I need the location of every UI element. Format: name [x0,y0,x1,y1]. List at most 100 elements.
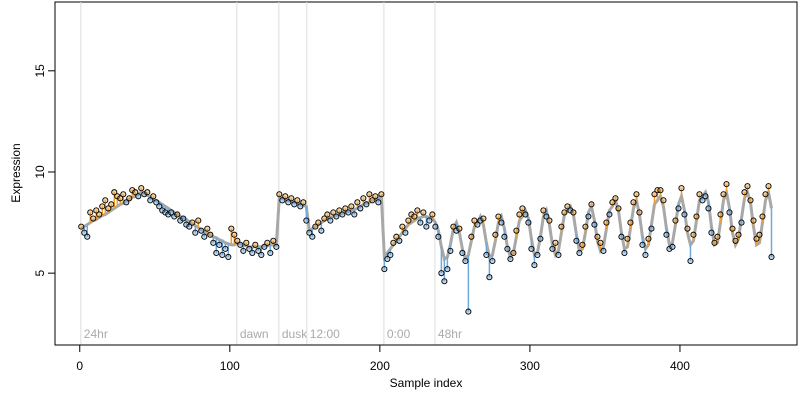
event-label: dusk [282,327,308,341]
point [462,257,469,265]
point [114,193,121,200]
point [204,225,211,232]
point [111,189,118,196]
point [183,221,190,228]
point [321,215,328,222]
point [222,245,229,252]
point [246,245,253,252]
y-tick-label: 10 [33,165,47,179]
point [327,217,334,224]
point [312,223,319,230]
point [414,207,421,214]
point [120,191,127,198]
point [657,187,664,194]
point [492,231,499,238]
point [666,245,673,252]
event-label: 0:00 [387,327,411,341]
point [351,211,358,218]
y-tick-label: 15 [33,64,47,78]
point [639,241,646,248]
point [636,209,643,216]
point [324,211,331,218]
point [288,195,295,202]
point [132,189,139,196]
point [465,308,472,315]
point [669,243,676,250]
point [171,213,178,220]
point [549,245,556,252]
point [270,237,277,244]
point [510,249,517,256]
point [687,257,694,265]
point [426,217,433,224]
point [543,213,550,220]
point [78,223,85,230]
point [303,217,310,224]
point [381,266,388,273]
point [660,197,667,204]
point [765,183,772,190]
point [348,203,355,210]
point [180,215,187,222]
point [300,199,307,206]
point [318,227,325,234]
point [147,197,154,204]
point [342,205,349,212]
point [585,213,592,220]
point [138,185,145,192]
point [93,207,100,214]
point [432,223,439,230]
point [474,221,481,228]
x-tick-label: 300 [520,359,540,373]
point [648,225,655,232]
x-tick-label: 400 [670,359,690,373]
point [588,201,595,208]
point [528,245,535,252]
point [282,193,289,200]
point [678,185,685,192]
point [195,217,202,224]
point [153,199,160,206]
point [117,195,124,202]
point [297,203,304,210]
point [498,219,505,226]
point [447,247,454,254]
point [744,183,751,190]
point [435,233,442,240]
point [558,223,565,230]
point [681,211,688,218]
point [615,205,622,212]
point [756,231,763,238]
point [150,193,157,200]
point [729,225,736,232]
point [624,235,631,242]
point [597,239,604,246]
point [102,197,109,204]
point [459,249,466,256]
point [696,191,703,198]
point [306,229,313,236]
point [642,251,649,258]
point [621,249,628,256]
point [747,197,754,204]
point [672,217,679,224]
point [240,247,247,254]
point [396,237,403,244]
point [264,239,271,246]
point [393,233,400,240]
point [702,193,709,200]
x-tick-label: 200 [370,359,390,373]
point [372,193,379,200]
fit-line [80,186,773,263]
point [486,274,493,281]
point [363,201,370,208]
point [579,241,586,248]
point [258,251,265,258]
point [750,217,757,224]
point [165,211,172,218]
point [366,191,373,198]
point [732,237,739,244]
point [159,207,166,214]
point [90,215,97,222]
point [405,217,412,224]
